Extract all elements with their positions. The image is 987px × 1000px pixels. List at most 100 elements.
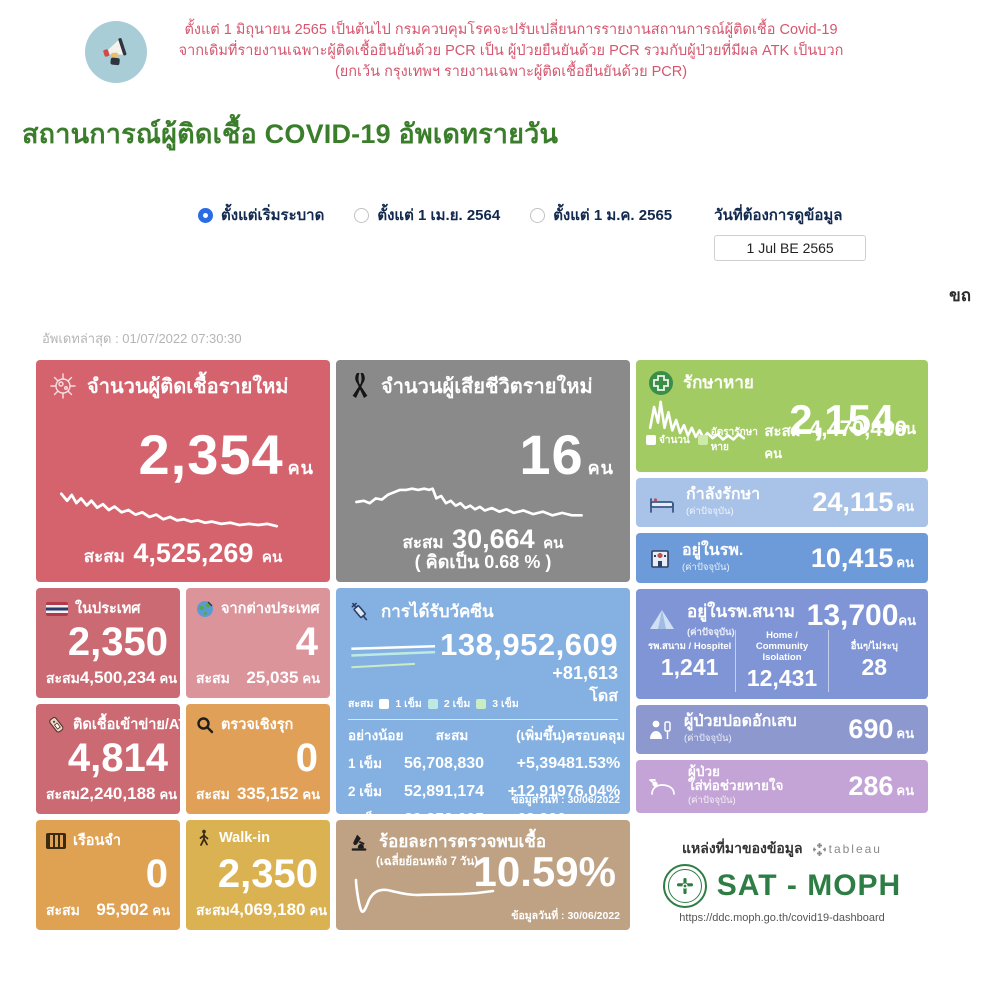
date-picker-label: วันที่ต้องการดูข้อมูล — [714, 207, 843, 224]
page-title: สถานการณ์ผู้ติดเชื้อ COVID-19 อัพเดทรายว… — [22, 119, 559, 149]
legend-swatch-dose3 — [476, 698, 487, 709]
card-title: อยู่ในรพ. — [682, 541, 744, 559]
radio-label: ตั้งแต่ 1 เม.ย. 2564 — [377, 207, 501, 224]
divider — [348, 719, 618, 720]
card-title: ผู้ป่วยปอดอักเสบ — [684, 713, 797, 730]
announcement-text: ตั้งแต่ 1 มิถุนายน 2565 เป็นต้นไป กรมควบ… — [167, 20, 855, 83]
card-field-hospital: อยู่ในรพ.สนาม (ค่าปัจจุบัน) 13,700คน รพ.… — [636, 589, 928, 699]
card-title-line1: ผู้ป่วย — [688, 764, 720, 779]
card-recovered: รักษาหาย 2,154คน จำนวน อัตรารักษาหาย — [636, 360, 928, 472]
recovered-value: 2,154คน — [789, 396, 916, 443]
card-domestic: ในประเทศ 2,350 สะสม 4,500,234 คน — [36, 588, 180, 698]
vaccine-total-doses: 138,952,609 — [440, 627, 618, 662]
dashboard-column-right: รักษาหาย 2,154คน จำนวน อัตรารักษาหาย — [636, 360, 928, 930]
dashboard-column-left: จำนวนผู้ติดเชื้อรายใหม่ 2,354 คน สะสม 4,5… — [36, 360, 330, 930]
card-vaccination: การได้รับวัคซีน 138,952,609 +81,613 โดส — [336, 588, 630, 814]
source-url: https://ddc.moph.go.th/covid19-dashboard — [679, 912, 885, 924]
entry-type-grid: เรือนจำ 0 สะสม 95,902 คน — [36, 820, 330, 930]
field-hospital-breakdown: รพ.สนาม / Hospitel 1,241 Home / Communit… — [644, 630, 920, 692]
card-percent-positive: ร้อยละการตรวจพบเชื้อ (เฉลี่ยย้อนหลัง 7 ว… — [336, 820, 630, 930]
vaccine-dose-unit: โดส — [589, 688, 618, 705]
legend-toggle-recovery-rate[interactable]: อัตรารักษาหาย — [697, 425, 765, 455]
card-title: ร้อยละการตรวจพบเชื้อ — [379, 832, 547, 851]
announcement-line-3: (ยกเว้น กรุงเทพฯ รายงานเฉพาะผู้ติดเชื้อย… — [334, 64, 688, 80]
vaccine-table-header: (เพิ่มขึ้น) — [516, 728, 566, 743]
legend-swatch-dose1 — [379, 698, 390, 709]
ribbon-icon — [348, 372, 372, 400]
legend-swatch-dose2 — [427, 698, 438, 709]
vaccine-dose1-delta: +5,394 — [516, 755, 566, 772]
card-title: จำนวนผู้เสียชีวิตรายใหม่ — [381, 376, 593, 398]
card-title: จากต่างประเทศ — [221, 601, 320, 617]
unit-label: คน — [896, 726, 914, 741]
vaccine-dose1-coverage: 81.53% — [566, 755, 621, 772]
card-prison: เรือนจำ 0 สะสม 95,902 คน — [36, 820, 180, 930]
test-kit-icon — [46, 715, 66, 735]
card-title-line2: ใส่ท่อช่วยหายใจ — [688, 778, 784, 793]
card-title: ตรวจเชิงรุก — [221, 717, 294, 733]
card-title: ติดเชื้อเข้าข่าย/ATK — [73, 717, 180, 733]
walking-person-icon — [196, 829, 212, 847]
vaccine-dose3-cumulative: 29,352,605 — [404, 811, 500, 814]
announcement-line-2: จากเดิมที่รายงานเฉพาะผู้ติดเชื้อยืนยันด้… — [178, 43, 844, 59]
vaccine-dose2-coverage: 76.04% — [566, 783, 621, 800]
source-label: แหล่งที่มาของข้อมูล — [682, 840, 803, 856]
proactive-value: 0 — [295, 736, 318, 780]
new-cases-cumulative: สะสม 4,525,269 คน — [83, 538, 283, 568]
card-treating: กำลังรักษา (ค่าปัจจุบัน) 24,115 คน — [636, 478, 928, 527]
vaccine-table-header: สะสม — [435, 728, 469, 743]
card-atk: ติดเชื้อเข้าข่าย/ATK 4,814 สะสม 2,240,18… — [36, 704, 180, 814]
percent-positive-subtitle: (เฉลี่ยย้อนหลัง 7 วัน) — [376, 856, 479, 868]
prison-value: 0 — [145, 852, 168, 896]
megaphone-icon — [85, 20, 147, 83]
card-subtitle: (ค่าปัจจุบัน) — [684, 733, 732, 744]
prison-cumulative: สะสม 95,902 คน — [46, 900, 170, 919]
vaccine-totals: 138,952,609 +81,613 โดส — [440, 627, 618, 709]
domestic-cumulative: สะสม 4,500,234 คน — [46, 668, 178, 687]
card-new-deaths: จำนวนผู้เสียชีวิตรายใหม่ 16 คน สะสม 30,66… — [336, 360, 630, 582]
vaccine-table: อย่างน้อย สะสม (เพิ่มขึ้น) ครอบคลุม 1 เข… — [348, 724, 625, 814]
recovered-sparkline — [648, 400, 746, 441]
abroad-value: 4 — [295, 620, 318, 664]
dashboard: อัพเดทล่าสุด : 01/07/2022 07:30:30 — [36, 328, 936, 930]
last-update-timestamp: อัพเดทล่าสุด : 01/07/2022 07:30:30 — [42, 331, 242, 346]
card-title: อยู่ในรพ.สนาม — [687, 602, 795, 621]
vaccine-dose3-delta: +63,300 — [500, 811, 566, 814]
date-input[interactable] — [714, 235, 867, 261]
announcement-line-1: ตั้งแต่ 1 มิถุนายน 2565 เป็นต้นไป กรมควบ… — [184, 22, 838, 38]
virus-icon — [48, 371, 78, 401]
in-hospital-value: 10,415 คน — [810, 542, 914, 573]
prison-bars-icon — [46, 832, 66, 849]
breakdown-home-isolation: Home / Community Isolation 12,431 — [735, 630, 827, 692]
unit-label: คน — [898, 613, 916, 628]
card-subtitle: (ค่าปัจจุบัน) — [682, 561, 730, 573]
vaccine-dose2-cumulative: 52,891,174 — [404, 783, 485, 800]
legend-toggle-count[interactable]: จำนวน — [646, 433, 690, 448]
radio-dot[interactable] — [530, 207, 546, 223]
walkin-cumulative: สะสม 4,069,180 คน — [196, 900, 328, 919]
radio-dot[interactable] — [198, 207, 213, 223]
moph-seal-icon — [662, 864, 707, 908]
vaccine-row-label: 3 เข็ม — [348, 808, 404, 814]
vaccine-row-label: 1 เข็ม — [348, 756, 383, 771]
magnifier-icon — [196, 716, 214, 734]
card-in-hospital: อยู่ในรพ. (ค่าปัจจุบัน) 10,415 คน — [636, 533, 928, 583]
card-title: จำนวนผู้ติดเชื้อรายใหม่ — [87, 376, 289, 398]
card-ventilator: ผู้ป่วย ใส่ท่อช่วยหายใจ (ค่าปัจจุบัน) 28… — [636, 760, 928, 813]
recovered-legend: จำนวน อัตรารักษาหาย — [646, 425, 764, 455]
radio-dot[interactable] — [354, 207, 370, 223]
radio-since-apr-2564[interactable]: ตั้งแต่ 1 เม.ย. 2564 — [354, 203, 500, 227]
radio-since-outbreak[interactable]: ตั้งแต่เริ่มระบาด — [198, 203, 324, 227]
deaths-cumulative: สะสม 30,664 คน — [402, 524, 564, 554]
new-cases-sparkline — [59, 492, 279, 528]
radio-label: ตั้งแต่เริ่มระบาด — [221, 207, 325, 224]
vaccine-table-header: อย่างน้อย — [348, 728, 404, 743]
ventilator-value: 286 คน — [848, 771, 914, 801]
card-subtitle: (ค่าปัจจุบัน) — [687, 627, 735, 638]
ventilator-icon — [648, 776, 678, 798]
data-source-block: แหล่งที่มาของข้อมูล tableau — [636, 819, 928, 929]
walkin-value: 2,350 — [217, 852, 318, 896]
announcement-banner: ตั้งแต่ 1 มิถุนายน 2565 เป็นต้นไป กรมควบ… — [85, 20, 855, 83]
radio-since-jan-2565[interactable]: ตั้งแต่ 1 ม.ค. 2565 — [530, 203, 672, 227]
card-abroad: จากต่างประเทศ 4 สะสม 25,035 คน — [186, 588, 330, 698]
